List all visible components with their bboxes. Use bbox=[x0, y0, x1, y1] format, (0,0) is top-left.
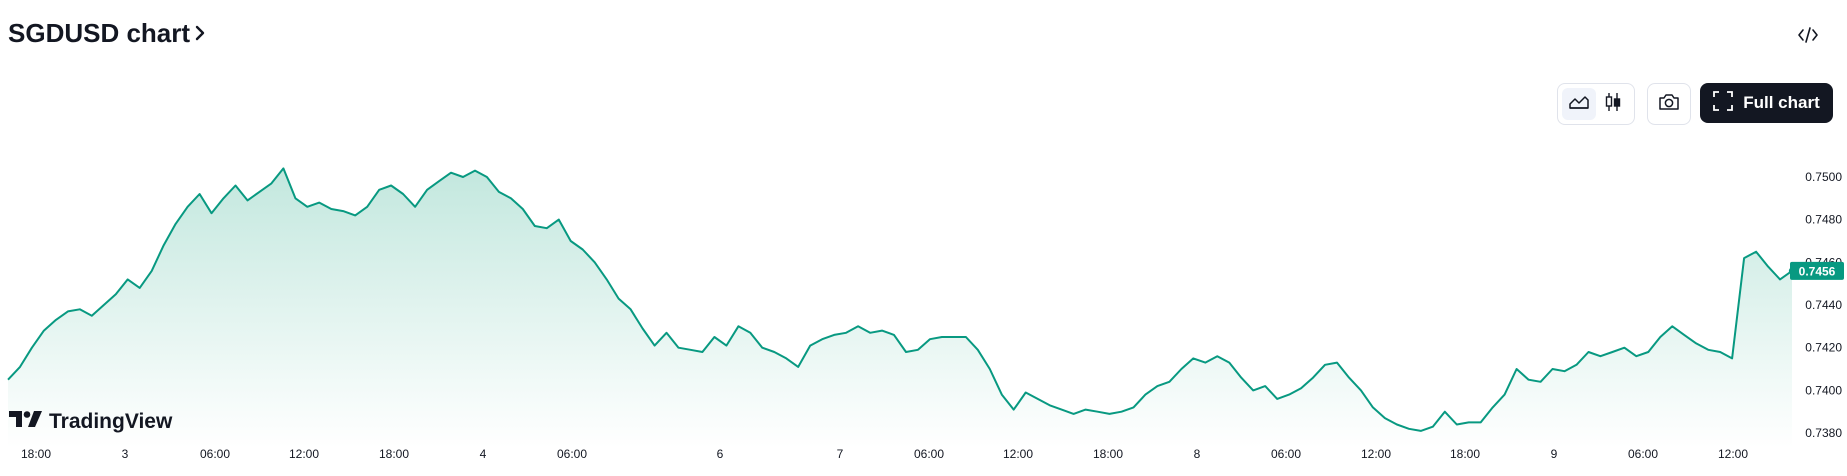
last-price-badge bbox=[1790, 261, 1844, 280]
last-price-label: 0.7456 bbox=[1799, 264, 1836, 278]
price-area-fill bbox=[8, 168, 1792, 448]
y-tick-label: 0.7380 bbox=[1805, 426, 1842, 440]
price-line bbox=[7, 167, 1793, 432]
chart-title[interactable]: SGDUSD chart bbox=[8, 18, 206, 49]
x-tick-label: 06:00 bbox=[200, 447, 230, 461]
x-tick-label: 4 bbox=[480, 447, 487, 461]
chart-style-toolbar bbox=[1557, 83, 1635, 125]
x-tick-label: 6 bbox=[717, 447, 724, 461]
x-tick-label: 18:00 bbox=[379, 447, 409, 461]
x-tick-label: 12:00 bbox=[1003, 447, 1033, 461]
area-style-button[interactable] bbox=[1562, 88, 1596, 120]
x-tick-label: 3 bbox=[122, 447, 129, 461]
x-tick-label: 06:00 bbox=[914, 447, 944, 461]
x-tick-label: 7 bbox=[837, 447, 844, 461]
x-tick-label: 8 bbox=[1194, 447, 1201, 461]
area-chart-icon bbox=[1568, 93, 1590, 116]
x-tick-label: 9 bbox=[1551, 447, 1558, 461]
candlestick-icon bbox=[1602, 92, 1624, 117]
x-tick-label: 06:00 bbox=[557, 447, 587, 461]
full-chart-label: Full chart bbox=[1743, 93, 1820, 112]
chart-title-text: SGDUSD chart bbox=[8, 18, 191, 48]
x-tick-label: 12:00 bbox=[1718, 447, 1748, 461]
snapshot-button[interactable] bbox=[1647, 83, 1691, 125]
y-tick-label: 0.7440 bbox=[1805, 298, 1842, 312]
tradingview-logo-text: TradingView bbox=[49, 410, 173, 433]
x-tick-label: 12:00 bbox=[289, 447, 319, 461]
y-tick-label: 0.7500 bbox=[1805, 170, 1842, 184]
chevron-right-icon bbox=[194, 18, 206, 49]
y-tick-label: 0.7400 bbox=[1805, 383, 1842, 397]
tradingview-logo[interactable]: TradingView bbox=[9, 410, 172, 434]
y-tick-label: 0.7420 bbox=[1805, 341, 1842, 355]
y-tick-label: 0.7480 bbox=[1805, 213, 1842, 227]
embed-code-button[interactable] bbox=[1793, 22, 1823, 52]
code-icon bbox=[1797, 26, 1819, 49]
x-tick-label: 18:00 bbox=[1450, 447, 1480, 461]
x-tick-label: 18:00 bbox=[21, 447, 51, 461]
price-chart[interactable]: 0.73800.74000.74200.74400.74600.74800.75… bbox=[0, 130, 1847, 476]
fullscreen-icon bbox=[1713, 90, 1734, 116]
tradingview-logo-icon bbox=[9, 410, 43, 434]
x-tick-label: 06:00 bbox=[1628, 447, 1658, 461]
x-tick-label: 06:00 bbox=[1271, 447, 1301, 461]
x-tick-label: 12:00 bbox=[1361, 447, 1391, 461]
x-tick-label: 18:00 bbox=[1093, 447, 1123, 461]
candles-style-button[interactable] bbox=[1596, 88, 1630, 120]
camera-icon bbox=[1658, 93, 1680, 116]
full-chart-button[interactable]: Full chart bbox=[1700, 83, 1833, 123]
